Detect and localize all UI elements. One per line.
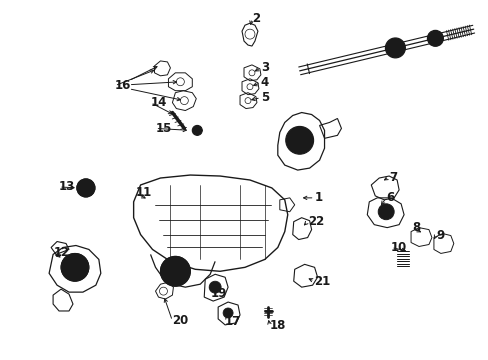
Text: 2: 2 <box>251 12 260 25</box>
Circle shape <box>377 204 393 220</box>
Circle shape <box>160 256 190 286</box>
Text: 16: 16 <box>115 79 131 92</box>
Text: 14: 14 <box>150 96 166 109</box>
Text: 19: 19 <box>210 287 226 300</box>
Circle shape <box>192 125 202 135</box>
Text: 4: 4 <box>261 76 268 89</box>
Text: 13: 13 <box>59 180 75 193</box>
Text: 11: 11 <box>135 186 152 199</box>
Circle shape <box>223 308 233 318</box>
Text: 3: 3 <box>261 61 268 75</box>
Text: 17: 17 <box>224 315 241 328</box>
Text: 9: 9 <box>435 229 443 242</box>
Text: 21: 21 <box>314 275 330 288</box>
Circle shape <box>427 30 443 46</box>
Text: 22: 22 <box>307 215 323 228</box>
Text: 8: 8 <box>411 221 419 234</box>
Text: 12: 12 <box>54 246 70 259</box>
Circle shape <box>385 38 405 58</box>
Circle shape <box>209 281 221 293</box>
Text: 5: 5 <box>261 91 268 104</box>
Text: 6: 6 <box>386 192 394 204</box>
Text: 20: 20 <box>172 314 188 327</box>
Circle shape <box>61 253 89 281</box>
Text: 1: 1 <box>314 192 322 204</box>
Circle shape <box>285 126 313 154</box>
Text: 15: 15 <box>155 122 171 135</box>
Text: 7: 7 <box>388 171 396 184</box>
Circle shape <box>77 179 95 197</box>
Text: 10: 10 <box>390 241 407 254</box>
Text: 18: 18 <box>269 319 285 332</box>
